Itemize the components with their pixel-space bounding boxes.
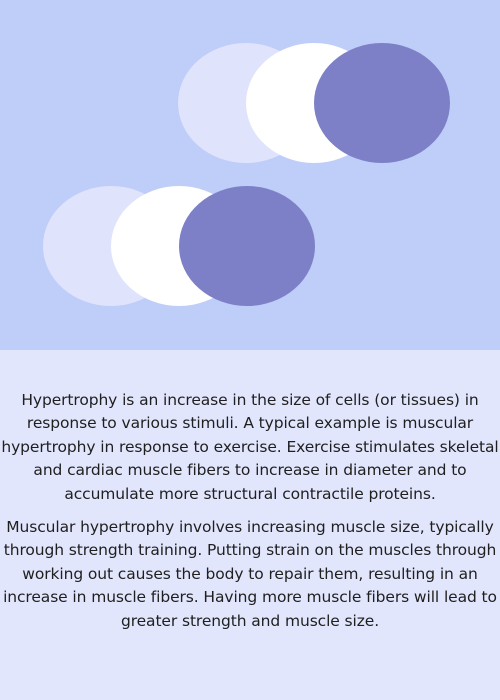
- top-right-dark-circle: [314, 43, 450, 163]
- bottom-left-circle-group: [43, 186, 315, 306]
- hypertrophy-definition-paragraph: Hypertrophy is an increase in the size o…: [1, 391, 499, 503]
- top-right-circle-group: [178, 43, 450, 163]
- overlapping-circles-graphic: [43, 43, 450, 306]
- text-section: Hypertrophy is an increase in the size o…: [0, 350, 500, 700]
- muscular-hypertrophy-paragraph: Muscular hypertrophy involves increasing…: [3, 518, 497, 630]
- bottom-left-dark-circle: [179, 186, 315, 306]
- hero-illustration: [0, 0, 500, 350]
